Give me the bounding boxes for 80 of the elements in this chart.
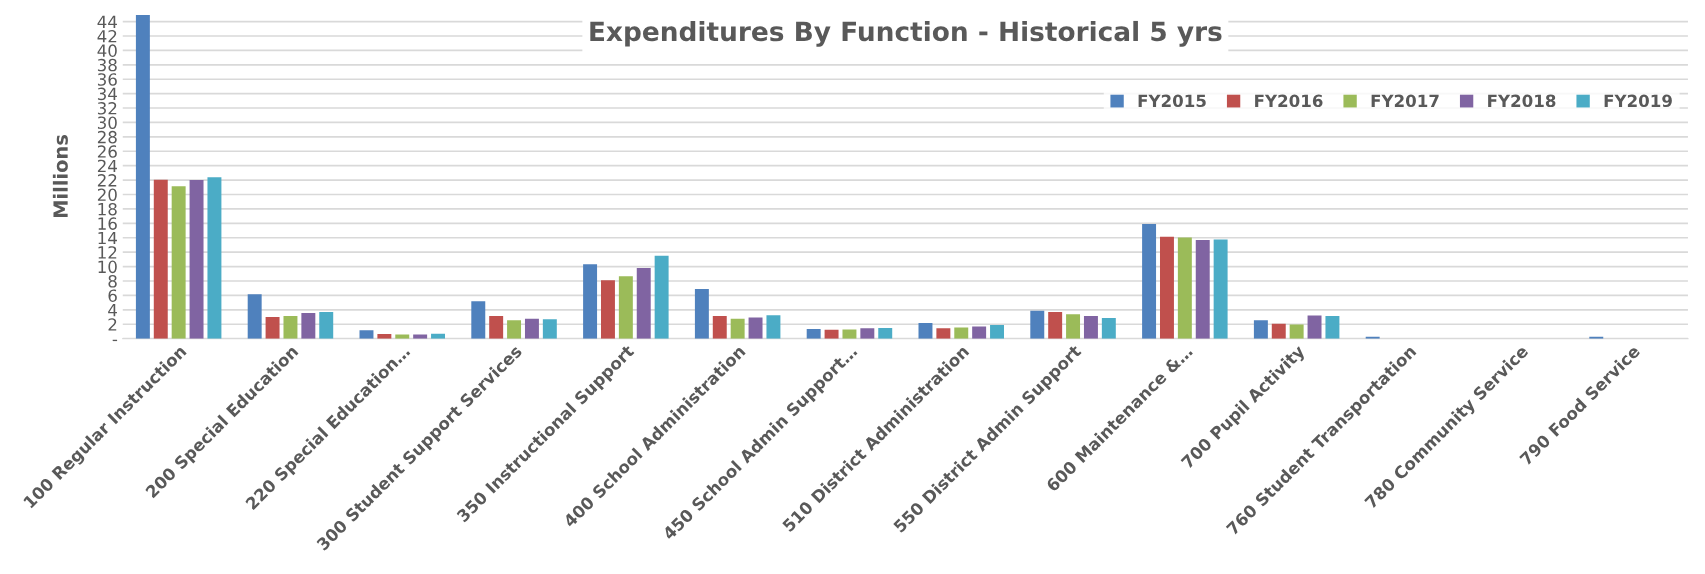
- bar: [171, 186, 186, 339]
- bar: [1213, 239, 1228, 339]
- bar: [283, 316, 298, 339]
- legend-label: FY2018: [1488, 94, 1556, 108]
- bar: [395, 334, 410, 339]
- legend-label: FY2019: [1604, 94, 1672, 108]
- bar: [1271, 323, 1286, 339]
- y-tick-label: 34: [97, 87, 117, 101]
- bar: [936, 328, 951, 339]
- bar: [1142, 224, 1157, 339]
- legend-label: FY2017: [1371, 94, 1439, 108]
- y-tick-label: 36: [97, 73, 117, 86]
- bar: [1159, 236, 1174, 339]
- bar: [301, 313, 316, 339]
- bar: [766, 315, 781, 339]
- bar: [878, 327, 893, 339]
- bar: [1289, 324, 1304, 339]
- y-tick-label: 10: [98, 260, 117, 274]
- y-axis-title: Millions: [52, 135, 68, 218]
- y-tick-label: 26: [97, 145, 117, 158]
- y-tick-label: 44: [97, 15, 117, 28]
- y-tick-label: 32: [97, 102, 117, 115]
- bar: [618, 276, 633, 339]
- y-tick-label: 22: [97, 174, 117, 187]
- bar: [1066, 314, 1081, 339]
- bar: [694, 288, 709, 339]
- bar: [265, 316, 280, 339]
- bar: [990, 324, 1005, 339]
- bar: [583, 264, 598, 339]
- chart-title: Expenditures By Function - Historical 5 yrs: [590, 20, 1222, 47]
- y-tick-label: 38: [97, 58, 117, 72]
- bar: [524, 318, 539, 339]
- y-tick-label: -: [112, 339, 118, 342]
- bar: [471, 301, 486, 339]
- y-tick-label: 28: [97, 130, 117, 144]
- bar: [1325, 315, 1340, 339]
- bar: [712, 316, 727, 339]
- y-tick-label: 4: [108, 304, 117, 317]
- y-tick-label: 42: [97, 29, 117, 43]
- bar: [319, 311, 334, 339]
- y-tick-label: 24: [97, 159, 117, 173]
- bar: [207, 177, 222, 339]
- bar: [954, 327, 969, 339]
- legend-label: FY2015: [1138, 94, 1206, 108]
- bar: [1177, 237, 1192, 339]
- y-tick-label: 12: [98, 246, 117, 259]
- bar: [135, 15, 150, 339]
- bar: [600, 280, 615, 339]
- bar: [730, 318, 745, 339]
- bar: [1253, 320, 1268, 339]
- bar: [1195, 239, 1210, 339]
- bar: [972, 326, 987, 339]
- y-tick-label: 40: [97, 44, 117, 57]
- legend-label: FY2016: [1255, 94, 1323, 108]
- bar: [507, 320, 522, 339]
- bar: [1101, 318, 1116, 339]
- y-tick-label: 30: [97, 116, 117, 130]
- bar: [636, 267, 651, 339]
- bar: [153, 179, 168, 339]
- bar: [189, 180, 204, 339]
- bar: [1030, 310, 1045, 339]
- bar: [247, 294, 262, 339]
- y-tick-label: 20: [97, 188, 117, 202]
- bar: [806, 329, 821, 339]
- y-tick-label: 14: [98, 231, 117, 245]
- bar: [413, 334, 428, 339]
- bar: [860, 328, 875, 339]
- y-tick-label: 2: [108, 318, 117, 331]
- y-tick-label: 16: [98, 217, 117, 230]
- bar: [654, 255, 669, 339]
- bar: [748, 317, 763, 339]
- bar: [489, 316, 504, 339]
- y-tick-label: 18: [98, 202, 117, 216]
- bar: [1083, 316, 1098, 339]
- bar: [1048, 311, 1063, 339]
- bar: [824, 329, 839, 339]
- y-tick-label: 8: [108, 274, 117, 288]
- y-tick-label: 6: [108, 289, 117, 302]
- bar: [1307, 315, 1322, 339]
- bar: [542, 319, 557, 339]
